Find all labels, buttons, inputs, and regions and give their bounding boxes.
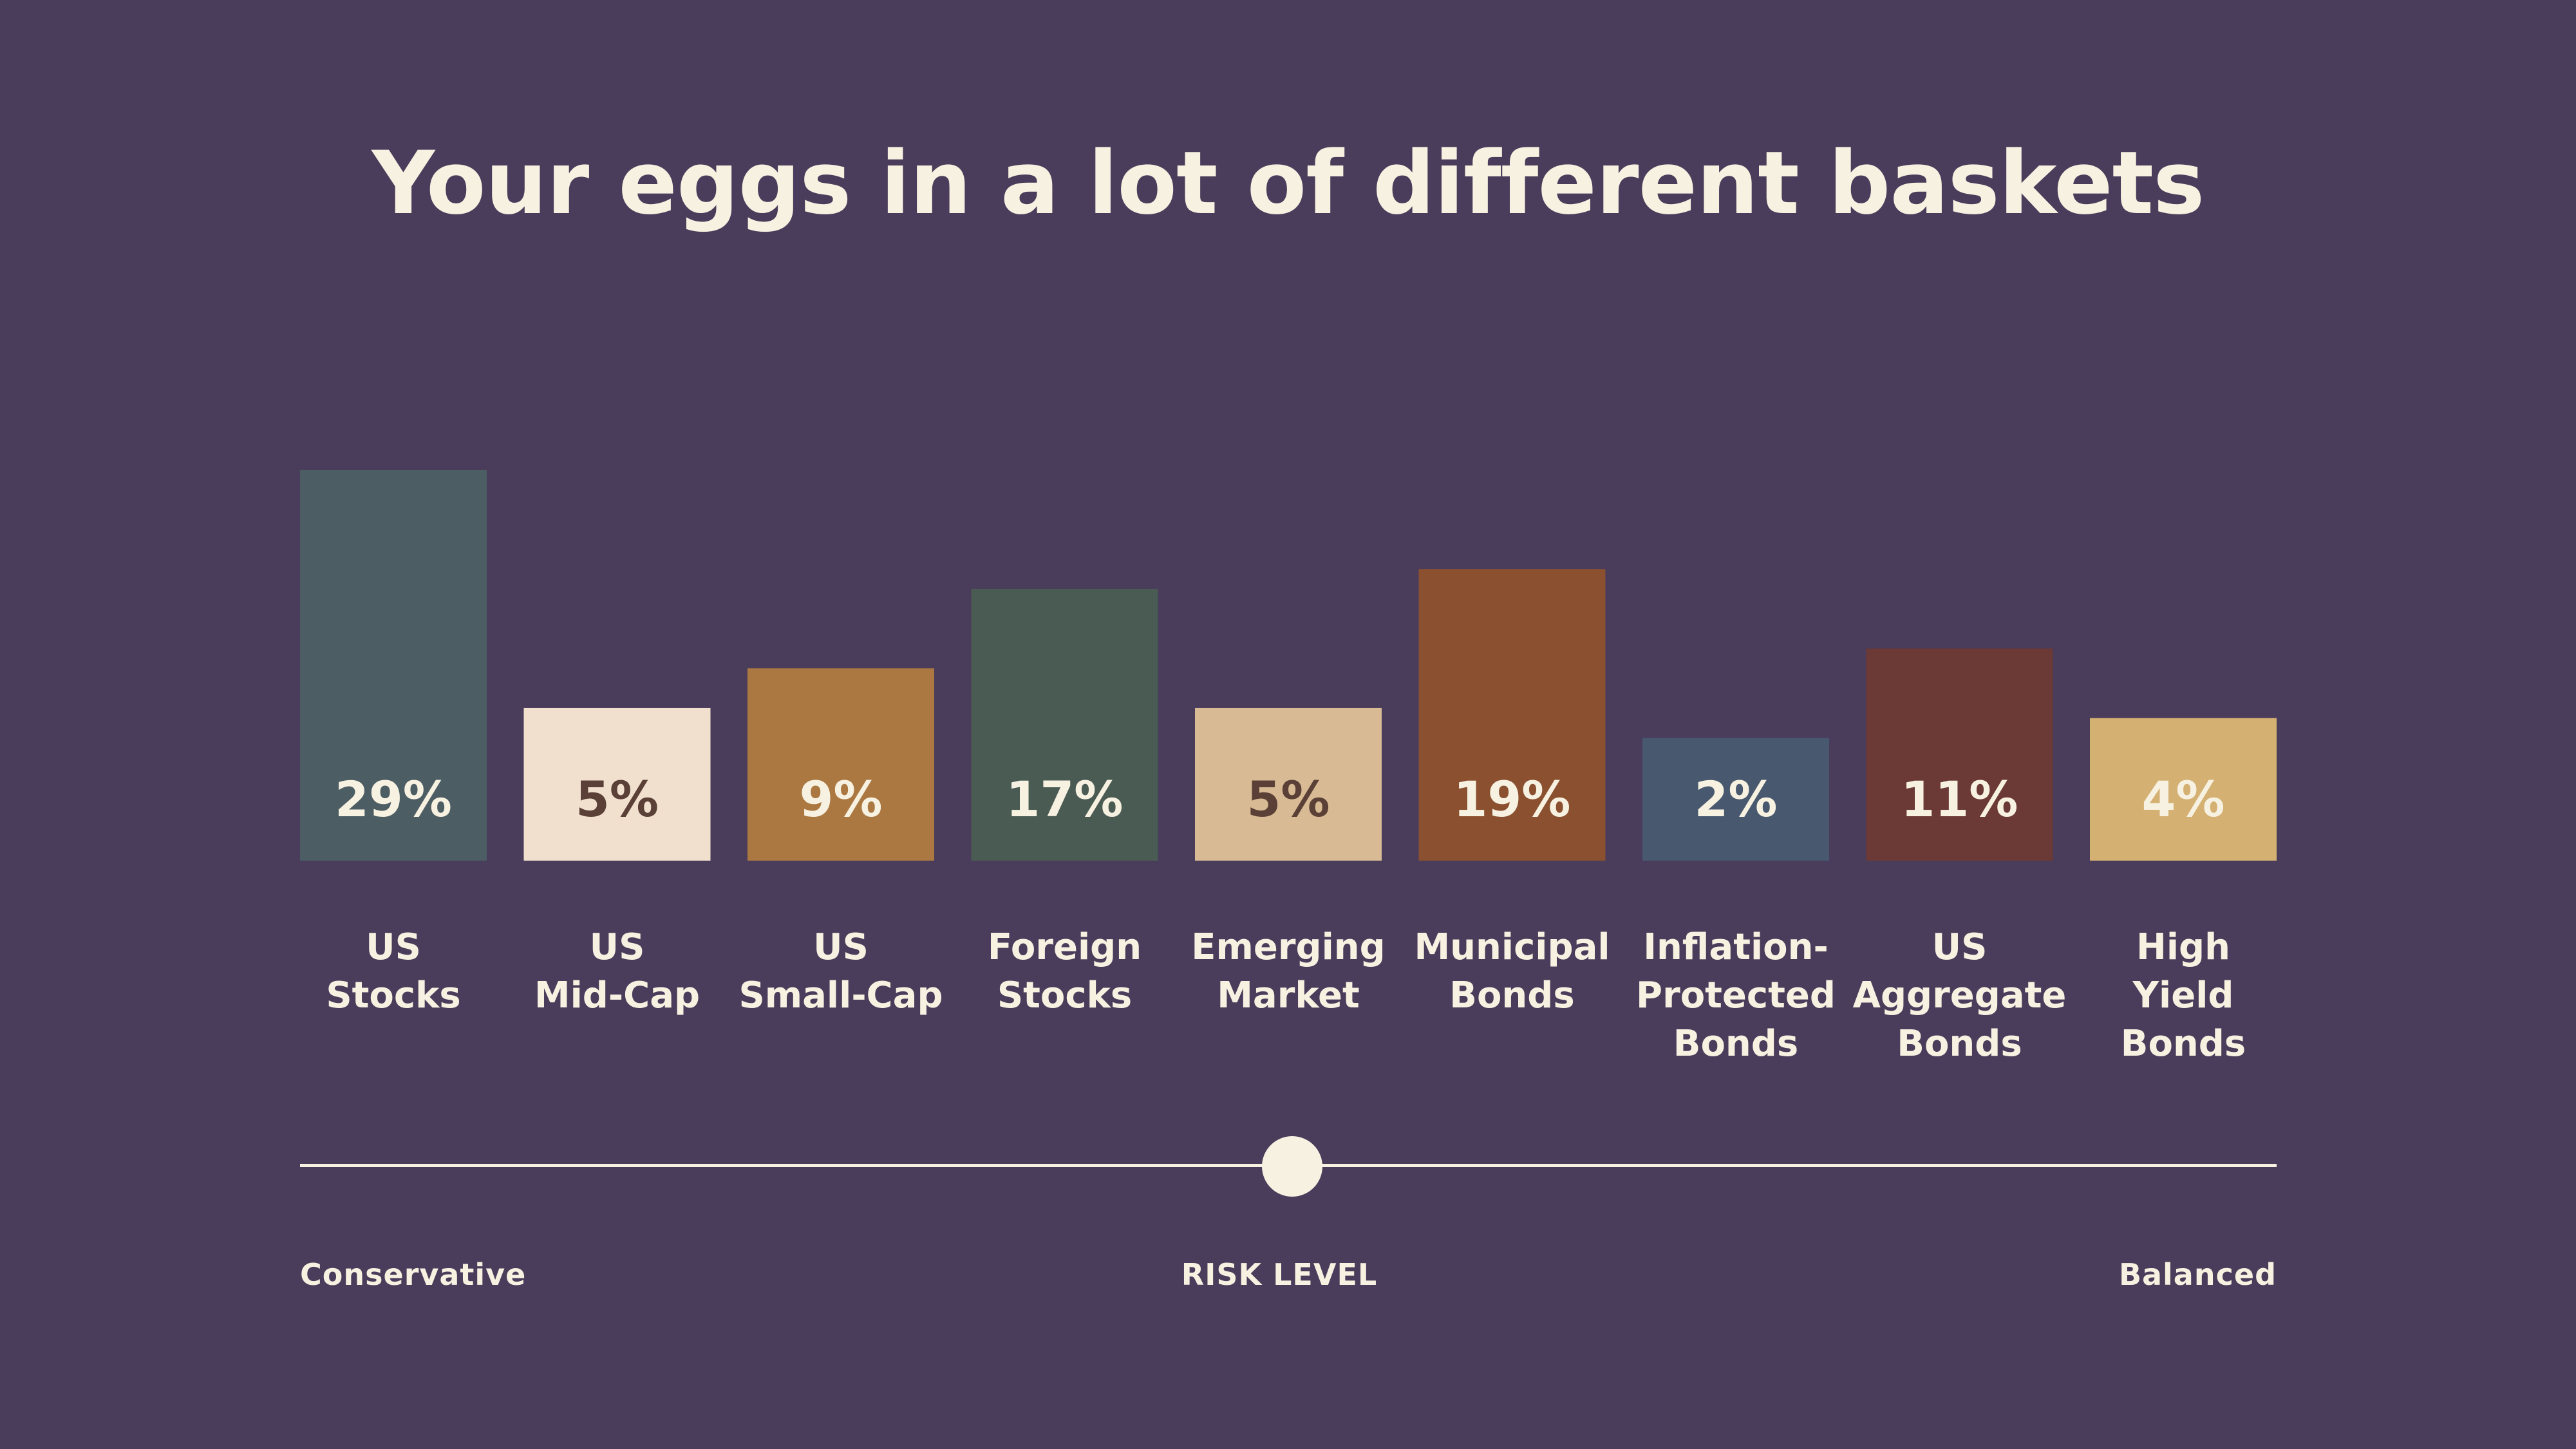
bar-2 xyxy=(747,668,934,861)
category-label-1: US Mid-Cap xyxy=(534,926,700,1016)
bar-0 xyxy=(300,470,487,861)
category-label-line: Bonds xyxy=(1673,1023,1798,1065)
bar-6 xyxy=(1642,738,1829,861)
category-label-8: High Yield Bonds xyxy=(2121,926,2246,1065)
category-label-line: High xyxy=(2136,926,2230,968)
category-label-line: US xyxy=(813,926,869,968)
category-label-line: Aggregate xyxy=(1853,975,2067,1016)
bar-5 xyxy=(1418,569,1606,861)
bar-8 xyxy=(2090,718,2277,861)
category-label-7: US Aggregate Bonds xyxy=(1853,926,2067,1065)
category-label-5: Municipal Bonds xyxy=(1414,926,1610,1016)
bar-value-label-5: 19% xyxy=(1454,771,1571,828)
category-label-line: Bonds xyxy=(1897,1023,2022,1065)
bar-1 xyxy=(523,707,711,861)
category-label-3: Foreign Stocks xyxy=(988,926,1142,1016)
category-label-0: US Stocks xyxy=(326,926,460,1016)
bar-value-label-7: 11% xyxy=(1901,771,2018,828)
bar-value-label-6: 2% xyxy=(1694,771,1777,828)
risk-max-label: Balanced xyxy=(2118,1257,2277,1292)
bar-value-label-3: 17% xyxy=(1006,771,1123,828)
bars-group xyxy=(300,470,2277,861)
bar-value-label-1: 5% xyxy=(576,771,659,828)
category-label-line: Bonds xyxy=(1449,975,1574,1016)
bar-value-label-0: 29% xyxy=(335,771,452,828)
category-label-line: US xyxy=(1932,926,1988,968)
category-label-line: Foreign xyxy=(988,926,1142,968)
risk-min-label: Conservative xyxy=(300,1257,527,1292)
risk-slider-handle[interactable] xyxy=(1262,1136,1322,1197)
bar-value-label-4: 5% xyxy=(1246,771,1330,828)
category-label-line: Stocks xyxy=(326,975,460,1016)
bar-4 xyxy=(1195,707,1382,861)
category-label-line: Stocks xyxy=(997,975,1132,1016)
category-label-line: Mid-Cap xyxy=(534,975,700,1016)
category-label-line: US xyxy=(366,926,421,968)
category-label-4: Emerging Market xyxy=(1191,926,1385,1016)
category-label-line: Small-Cap xyxy=(738,975,943,1016)
category-label-line: Protected xyxy=(1636,975,1836,1016)
bar-3 xyxy=(971,588,1158,861)
bar-value-label-2: 9% xyxy=(799,771,882,828)
category-label-line: Inflation- xyxy=(1643,926,1829,968)
chart-title: Your eggs in a lot of different baskets xyxy=(371,133,2205,234)
category-label-line: Emerging xyxy=(1191,926,1385,968)
category-label-line: Market xyxy=(1217,975,1360,1016)
value-labels-group: 29% 5% 9% 17% 5% 19% 2% 11% 4% xyxy=(335,771,2224,828)
category-labels-group: US Stocks US Mid-Cap US Small-Cap Foreign Stock… xyxy=(326,926,2246,1065)
category-label-2: US Small-Cap xyxy=(738,926,943,1016)
category-label-6: Inflation- Protected Bonds xyxy=(1636,926,1836,1065)
category-label-line: Yield xyxy=(2132,975,2233,1016)
bar-chart: 29% 5% 9% 17% 5% 19% 2% 11% 4% US Stocks US Mid-Cap… xyxy=(300,470,2277,1065)
category-label-line: US xyxy=(590,926,645,968)
risk-level-label: RISK LEVEL xyxy=(1181,1257,1378,1292)
category-label-line: Municipal xyxy=(1414,926,1610,968)
category-label-line: Bonds xyxy=(2121,1023,2246,1065)
bar-value-label-8: 4% xyxy=(2141,771,2224,828)
bar-7 xyxy=(1866,648,2053,861)
